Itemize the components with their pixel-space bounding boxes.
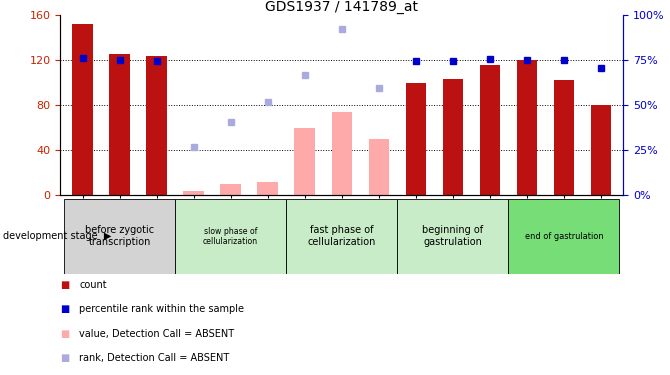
Bar xyxy=(369,139,389,195)
Bar xyxy=(175,199,286,274)
Text: slow phase of
cellularization: slow phase of cellularization xyxy=(203,226,258,246)
Bar xyxy=(405,82,426,195)
Bar xyxy=(220,184,241,195)
Text: ■: ■ xyxy=(60,304,70,314)
Text: percentile rank within the sample: percentile rank within the sample xyxy=(79,304,244,314)
Bar xyxy=(109,54,130,195)
Text: ■: ■ xyxy=(60,353,70,363)
Bar xyxy=(480,64,500,195)
Text: development stage  ▶: development stage ▶ xyxy=(3,231,112,241)
Bar xyxy=(397,199,509,274)
Bar xyxy=(72,24,92,195)
Bar xyxy=(64,199,175,274)
Bar xyxy=(146,56,167,195)
Text: rank, Detection Call = ABSENT: rank, Detection Call = ABSENT xyxy=(79,353,229,363)
Text: before zygotic
transcription: before zygotic transcription xyxy=(85,225,154,247)
Bar xyxy=(257,182,278,195)
Bar xyxy=(591,105,611,195)
Text: ■: ■ xyxy=(60,329,70,339)
Title: GDS1937 / 141789_at: GDS1937 / 141789_at xyxy=(265,0,418,14)
Text: value, Detection Call = ABSENT: value, Detection Call = ABSENT xyxy=(79,329,234,339)
Text: count: count xyxy=(79,280,107,290)
Bar xyxy=(295,128,315,195)
Bar xyxy=(517,60,537,195)
Bar xyxy=(553,80,574,195)
Bar xyxy=(332,112,352,195)
Text: beginning of
gastrulation: beginning of gastrulation xyxy=(422,225,483,247)
Bar xyxy=(509,199,619,274)
Bar xyxy=(184,190,204,195)
Bar xyxy=(443,79,463,195)
Text: ■: ■ xyxy=(60,280,70,290)
Text: fast phase of
cellularization: fast phase of cellularization xyxy=(308,225,376,247)
Text: end of gastrulation: end of gastrulation xyxy=(525,232,603,241)
Bar xyxy=(286,199,397,274)
